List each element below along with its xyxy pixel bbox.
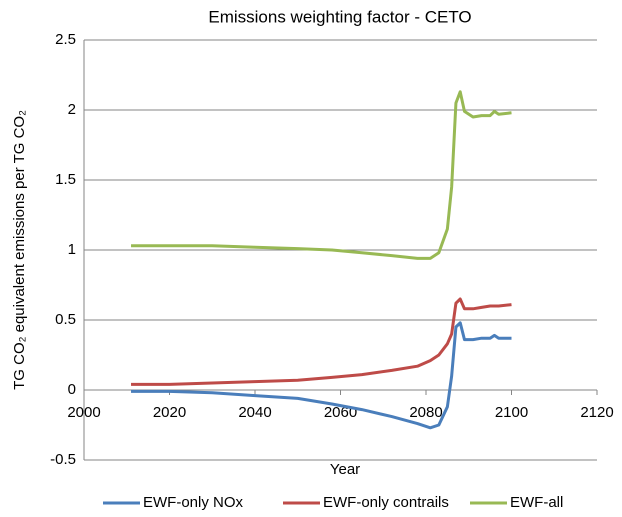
chart-title: Emissions weighting factor - CETO <box>208 7 471 26</box>
series-line <box>131 297 512 386</box>
x-tick-label: 2080 <box>409 404 442 421</box>
y-tick-label: 1.5 <box>55 171 76 188</box>
y-tick-label: 0 <box>68 381 76 398</box>
y-tick-label: -0.5 <box>50 451 76 468</box>
legend-label: EWF-all <box>510 494 563 511</box>
legend-label: EWF-only contrails <box>323 494 449 511</box>
x-tick-label: 2100 <box>495 404 528 421</box>
x-tick-label: 2020 <box>153 404 186 421</box>
legend-label: EWF-only NOx <box>143 494 244 511</box>
x-tick-label: 2120 <box>580 404 613 421</box>
x-tick-label: 2000 <box>67 404 100 421</box>
series-line <box>131 90 512 260</box>
x-tick-label: 2040 <box>238 404 271 421</box>
y-axis-label: TG CO₂ equivalent emissions per TG CO₂ <box>11 110 28 390</box>
series-line <box>131 321 512 430</box>
y-tick-label: 0.5 <box>55 311 76 328</box>
y-tick-label: 1 <box>68 241 76 258</box>
y-tick-label: 2.5 <box>55 31 76 48</box>
y-tick-label: 2 <box>68 101 76 118</box>
x-axis-label: Year <box>330 461 360 478</box>
